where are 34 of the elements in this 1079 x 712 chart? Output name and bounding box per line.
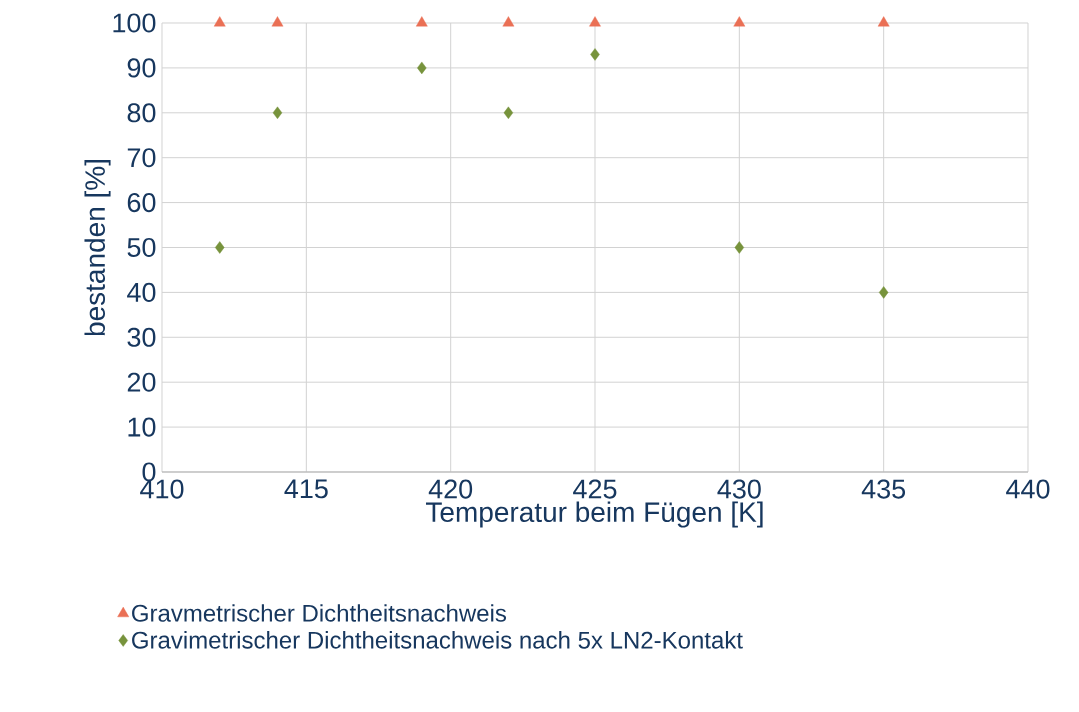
point (733, 16, 746, 27)
x-tick-label: 440 (1006, 479, 1050, 499)
x-tick-label: 415 (284, 479, 328, 499)
point (589, 16, 601, 27)
y-tick-label: 40 (127, 282, 156, 302)
x-tick-label: 425 (573, 479, 617, 499)
y-tick-label: 90 (127, 58, 156, 78)
point (502, 16, 515, 27)
point (213, 16, 226, 27)
y-axis-title: bestanden [%] (84, 160, 111, 336)
y-tick-label: 20 (127, 372, 156, 392)
point (272, 106, 283, 119)
point (215, 241, 225, 254)
x-tick-label: 430 (717, 479, 761, 499)
point (877, 16, 890, 27)
point (878, 286, 889, 299)
legend-label: Gravmetrischer Dichtheitsnachweis (132, 604, 507, 622)
y-tick-label: 60 (127, 193, 156, 213)
y-tick-label: 80 (127, 103, 156, 123)
y-tick-label: 70 (127, 148, 156, 168)
point (503, 106, 514, 119)
point (590, 48, 600, 61)
y-tick-label: 100 (113, 13, 156, 33)
legend-label: Gravimetrischer Dichtheitsnachweis nach 5x LN2-Kontakt (132, 631, 743, 649)
x-tick-label: 435 (861, 479, 906, 499)
point (415, 16, 428, 27)
x-axis-title: Temperatur beim Fügen [K] (426, 501, 763, 528)
point (417, 61, 427, 75)
y-tick-label: 30 (127, 327, 156, 347)
point (734, 241, 745, 254)
y-tick-label: 10 (128, 417, 156, 437)
point (271, 16, 284, 27)
y-tick-label: 50 (127, 237, 156, 258)
x-tick-label: 420 (428, 479, 473, 499)
